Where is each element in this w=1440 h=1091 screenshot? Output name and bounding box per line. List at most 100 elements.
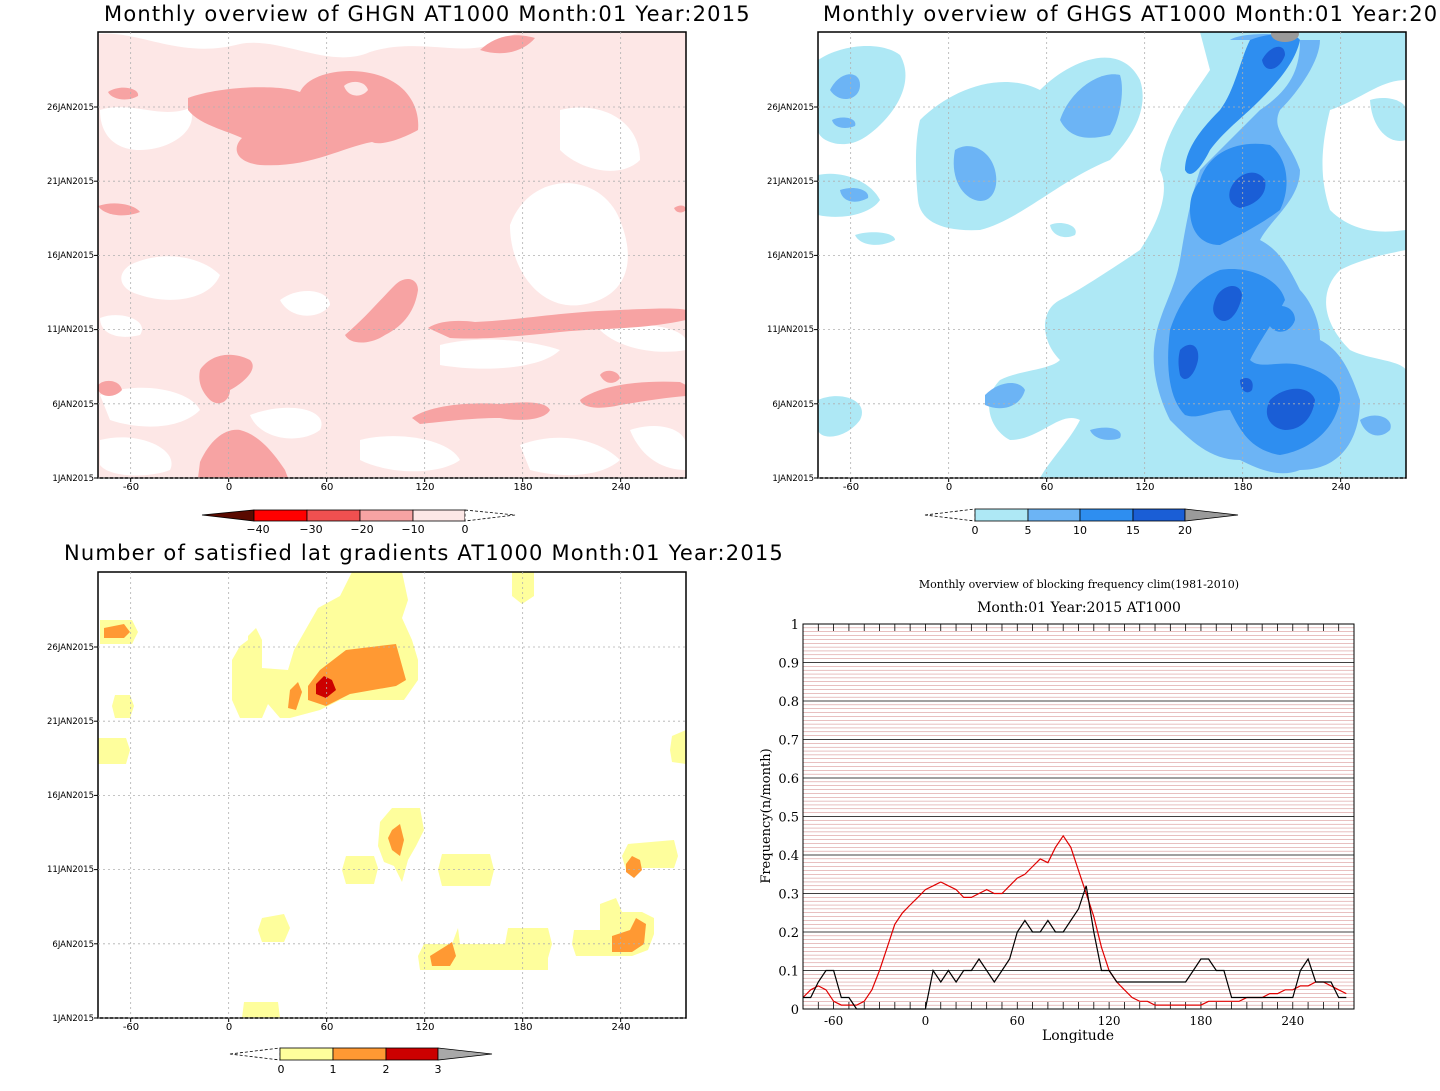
frequency-ticks: 0 0.1 0.2 0.3 0.4 0.5 0.6 0.7 0.8 0.9 1 -60 0 60 120 18…	[778, 618, 1340, 1028]
gradients-colorbar-label: 1	[330, 1063, 337, 1076]
frequency-xlabel: Longitude	[1042, 1028, 1114, 1044]
gradients-colorbar-bin	[229, 1047, 281, 1061]
ghgn-ytick: 6JAN2015	[52, 400, 94, 410]
ghgs-xtick: 180	[1233, 482, 1252, 493]
gradients-colorbar: 0 1 2 3	[229, 1047, 493, 1076]
ghgs-map: 1JAN2015 6JAN2015 11JAN2015 16JAN2015 21…	[767, 31, 1407, 493]
frequency-xtick-label: 120	[1098, 1014, 1121, 1028]
ghgn-colorbar-label: −10	[401, 523, 424, 536]
ghgn-colorbar-label: −30	[299, 523, 322, 536]
ghgn-colorbar-bin	[359, 509, 414, 522]
frequency-ytick-label: 0.9	[778, 657, 799, 672]
frequency-subtitle: Month:01 Year:2015 AT1000	[977, 600, 1181, 616]
gradients-ytick: 1JAN2015	[52, 1014, 94, 1024]
ghgs-colorbar-label: 20	[1178, 524, 1192, 537]
ghgn-colorbar-bin	[306, 509, 361, 522]
frequency-xtick-label: 240	[1281, 1014, 1304, 1028]
frequency-xtick-label: 180	[1189, 1014, 1212, 1028]
ghgn-negative-areas	[98, 35, 686, 478]
ghgn-ytick: 21JAN2015	[47, 177, 94, 187]
gradients-xtick: -60	[123, 1022, 139, 1033]
ghgs-ytick: 6JAN2015	[772, 400, 814, 410]
gradients-xtick: 120	[415, 1022, 434, 1033]
ghgs-colorbar-bin	[1027, 508, 1081, 522]
frequency-ytick-label: 0.7	[778, 734, 799, 749]
ghgs-xtick: 0	[946, 482, 952, 493]
ghgs-xtick: 240	[1331, 482, 1350, 493]
frequency-ytick-label: 0.8	[778, 695, 799, 710]
frequency-title: Monthly overview of blocking frequency c…	[919, 578, 1239, 591]
frequency-xtick-label: 60	[1010, 1014, 1025, 1028]
ghgn-xtick: 180	[513, 482, 532, 493]
frequency-ytick-label: 0.5	[778, 811, 799, 826]
gradients-ytick: 16JAN2015	[47, 791, 94, 801]
ghgn-xtick: -60	[123, 482, 139, 493]
ghgn-xtick: 240	[611, 482, 630, 493]
gradients-colorbar-bin	[332, 1047, 387, 1061]
ghgs-colorbar-bin	[1184, 508, 1239, 522]
ghgn-map: 1JAN2015 6JAN2015 11JAN2015 16JAN2015 21…	[47, 31, 687, 493]
frequency-ylabel: Frequency(n/month)	[759, 748, 774, 883]
ghgs-colorbar-label: 0	[972, 524, 979, 537]
ghgs-title: Monthly overview of GHGS AT1000 Month:01…	[823, 2, 1440, 26]
ghgn-ytick: 16JAN2015	[47, 251, 94, 261]
ghgs-xtick: 60	[1041, 482, 1054, 493]
gradients-level-2-3	[316, 676, 336, 698]
ghgn-ytick: 26JAN2015	[47, 103, 94, 113]
ghgn-xtick: 60	[321, 482, 334, 493]
ghgn-xtick: 0	[226, 482, 232, 493]
frequency-ytick-label: 1	[791, 618, 799, 633]
ghgs-level-15-20	[1178, 46, 1315, 430]
gradients-xtick: 0	[226, 1022, 232, 1033]
gradients-map: 1JAN2015 6JAN2015 11JAN2015 16JAN2015 21…	[47, 571, 687, 1033]
ghgn-colorbar-bin	[412, 509, 466, 522]
ghgs-colorbar-label: 5	[1025, 524, 1032, 537]
ghgs-colorbar-bin	[1079, 508, 1134, 522]
ghgn-colorbar: −40 −30 −20 −10 0	[201, 509, 516, 536]
ghgs-xtick: 120	[1135, 482, 1154, 493]
ghgs-ytick: 26JAN2015	[767, 103, 814, 113]
frequency-ytick-label: 0.2	[778, 926, 799, 941]
gradients-ytick: 11JAN2015	[47, 865, 94, 875]
frequency-ytick-label: 0.6	[778, 772, 799, 787]
gradients-xtick: 180	[513, 1022, 532, 1033]
ghgn-ytick: 1JAN2015	[52, 474, 94, 484]
ghgs-ytick: 1JAN2015	[772, 474, 814, 484]
ghgs-colorbar-bin	[1132, 508, 1186, 522]
ghgs-ytick: 11JAN2015	[767, 325, 814, 335]
ghgs-colorbar-bin	[924, 508, 976, 522]
frequency-ytick-label: 0	[791, 1003, 799, 1018]
frequency-ytick-label: 0.4	[778, 849, 799, 864]
gradients-colorbar-label: 2	[383, 1063, 390, 1076]
gradients-ytick: 26JAN2015	[47, 643, 94, 653]
frequency-frame	[802, 623, 1355, 1010]
frequency-chart: Monthly overview of blocking frequency c…	[759, 578, 1355, 1044]
gradients-colorbar-bin	[437, 1047, 493, 1061]
ghgn-colorbar-label: −20	[350, 523, 373, 536]
gradients-colorbar-bin	[385, 1047, 439, 1061]
frequency-series	[802, 834, 1347, 1010]
ghgs-ytick: 21JAN2015	[767, 177, 814, 187]
gradients-xtick: 60	[321, 1022, 334, 1033]
frequency-xtick-label: 0	[922, 1014, 930, 1028]
gradients-xtick: 240	[611, 1022, 630, 1033]
frequency-ytick-label: 0.3	[778, 888, 799, 903]
ghgn-colorbar-bin	[201, 509, 255, 522]
ghgn-colorbar-label: 0	[462, 523, 469, 536]
ghgn-colorbar-bin	[253, 509, 308, 522]
ghgs-colorbar: 0 5 10 15 20	[924, 508, 1239, 537]
ghgn-xtick: 120	[415, 482, 434, 493]
ghgn-ytick: 11JAN2015	[47, 325, 94, 335]
frequency-ytick-label: 0.1	[778, 965, 799, 980]
gradients-ytick: 6JAN2015	[52, 940, 94, 950]
ghgs-colorbar-bin	[974, 508, 1029, 522]
gradients-title: Number of satisfied lat gradients AT1000…	[64, 541, 784, 565]
gradients-colorbar-label: 3	[435, 1063, 442, 1076]
ghgs-level-over-20	[1271, 32, 1299, 42]
frequency-xtick-label: -60	[824, 1014, 843, 1028]
ghgs-ytick: 16JAN2015	[767, 251, 814, 261]
ghgn-title: Monthly overview of GHGN AT1000 Month:01…	[104, 2, 751, 26]
gradients-ytick: 21JAN2015	[47, 717, 94, 727]
ghgn-white-areas	[98, 32, 686, 476]
ghgs-colorbar-label: 15	[1126, 524, 1140, 537]
